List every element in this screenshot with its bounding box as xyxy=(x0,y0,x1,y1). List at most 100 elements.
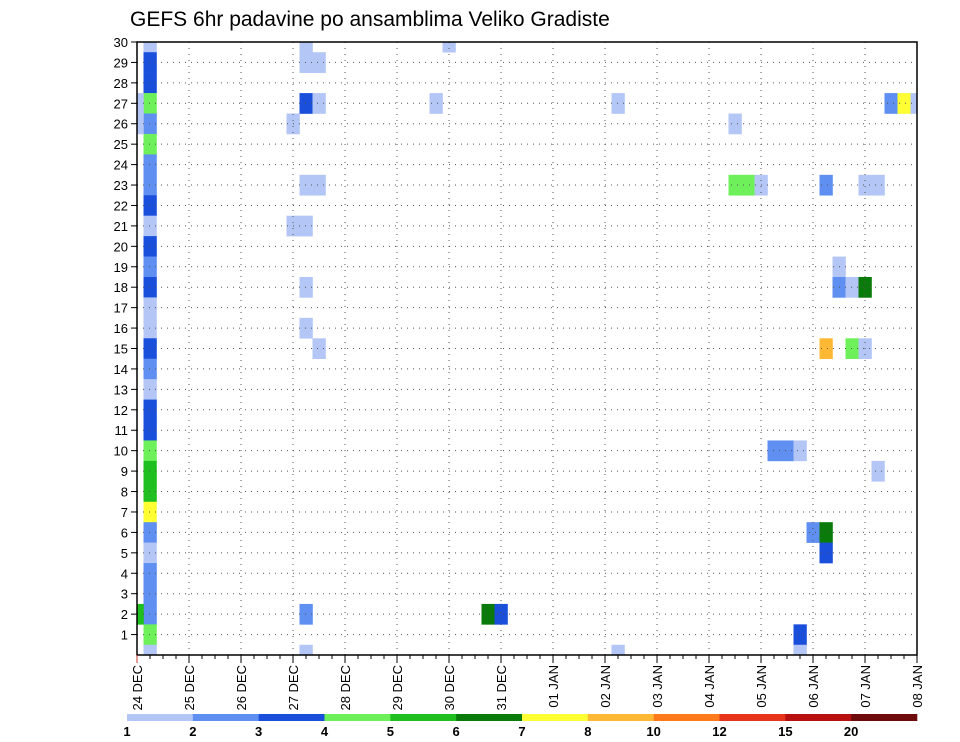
y-tick-label: 2 xyxy=(121,607,128,622)
heatmap-cell xyxy=(143,460,157,482)
colorbar-label: 15 xyxy=(778,724,792,739)
heatmap-cell xyxy=(143,358,157,380)
y-tick-label: 14 xyxy=(114,362,128,377)
y-tick-label: 27 xyxy=(114,96,128,111)
heatmap-cell xyxy=(299,42,313,53)
heatmap-cell xyxy=(819,542,833,564)
y-tick-label: 15 xyxy=(114,342,128,357)
heatmap-cell xyxy=(143,440,157,462)
x-tick-label: 03 JAN xyxy=(650,665,665,708)
heatmap-cell xyxy=(897,93,911,114)
heatmap-cell xyxy=(299,644,313,656)
heatmap-cell xyxy=(871,460,885,482)
colorbar-segment xyxy=(653,714,720,721)
colorbar-segment xyxy=(127,714,194,721)
heatmap-cell xyxy=(143,42,157,53)
heatmap-cell xyxy=(143,236,157,257)
y-tick-label: 19 xyxy=(114,260,128,275)
x-tick-label: 31 DEC xyxy=(494,665,509,711)
heatmap-cell xyxy=(137,603,144,625)
colorbar-label: 7 xyxy=(518,724,525,739)
colorbar-segment xyxy=(522,714,589,721)
heatmap-cell xyxy=(728,113,742,135)
heatmap-cell xyxy=(143,133,157,155)
heatmap-cell xyxy=(143,583,157,605)
heatmap-cell xyxy=(143,93,157,114)
x-axis: 24 DEC 25 DEC 26 DEC 27 DEC 28 DEC 29 DEC 30 D… xyxy=(130,655,925,711)
colorbar-label: 10 xyxy=(646,724,660,739)
heatmap-cell xyxy=(143,256,157,278)
heatmap-cell xyxy=(845,276,859,298)
heatmap-cell xyxy=(429,93,443,114)
heatmap-cell xyxy=(143,276,157,298)
heatmap-cell xyxy=(143,154,157,176)
heatmap-cell xyxy=(143,338,157,360)
colorbar-label: 2 xyxy=(189,724,196,739)
y-tick-label: 1 xyxy=(121,628,128,643)
x-tick-label: 28 DEC xyxy=(338,665,353,711)
heatmap-cell xyxy=(793,440,807,462)
heatmap-cell xyxy=(728,174,742,196)
y-tick-label: 13 xyxy=(114,382,128,397)
colorbar-label: 3 xyxy=(255,724,262,739)
heatmap-cell xyxy=(312,93,326,114)
y-tick-label: 8 xyxy=(121,485,128,500)
colorbar-segment xyxy=(192,714,259,721)
heatmap-cell xyxy=(858,276,872,298)
y-axis: 1234567891011121314151617181920212223242… xyxy=(114,35,137,643)
heatmap-cell xyxy=(780,440,794,462)
heatmap-cell xyxy=(611,644,625,656)
heatmap-cell xyxy=(143,195,157,216)
heatmap-cell xyxy=(143,644,157,656)
x-tick-label: 25 DEC xyxy=(182,665,197,711)
heatmap-cell xyxy=(312,338,326,360)
y-tick-label: 5 xyxy=(121,546,128,561)
colorbar: 1 2 3 4 5 6 7 8 10 12 15 20 xyxy=(123,714,918,739)
heatmap-cell xyxy=(611,93,625,114)
heatmap-cell xyxy=(312,52,326,73)
heatmap-cell xyxy=(143,481,157,503)
colorbar-label: 20 xyxy=(844,724,858,739)
y-tick-label: 3 xyxy=(121,587,128,602)
colorbar-segment xyxy=(785,714,852,721)
y-tick-label: 12 xyxy=(114,403,128,418)
y-tick-label: 17 xyxy=(114,301,128,316)
heatmap-cell xyxy=(143,420,157,441)
heatmap-cell xyxy=(767,440,781,462)
heatmap-cell xyxy=(871,174,885,196)
colorbar-segment xyxy=(719,714,786,721)
y-tick-label: 24 xyxy=(114,158,128,173)
x-tick-label: 05 JAN xyxy=(754,665,769,708)
heatmap-cell xyxy=(143,399,157,421)
heatmap-cell xyxy=(299,276,313,298)
y-tick-label: 6 xyxy=(121,525,128,540)
grid-lines xyxy=(137,42,917,655)
heatmap-cell xyxy=(143,542,157,564)
heatmap-cell xyxy=(793,624,807,646)
colorbar-label: 8 xyxy=(584,724,591,739)
colorbar-segment xyxy=(456,714,523,721)
y-tick-label: 4 xyxy=(121,566,128,581)
heatmap-cell xyxy=(143,297,157,319)
heatmap-cell xyxy=(793,644,807,656)
colorbar-label: 6 xyxy=(453,724,460,739)
heatmap-cell xyxy=(143,215,157,237)
x-tick-label: 24 DEC xyxy=(130,665,145,711)
heatmap-cell xyxy=(143,603,157,625)
y-tick-label: 10 xyxy=(114,444,128,459)
heatmap-cell xyxy=(884,93,898,114)
y-tick-label: 26 xyxy=(114,117,128,132)
colorbar-segment xyxy=(851,714,918,721)
y-tick-label: 18 xyxy=(114,280,128,295)
heatmap-cell xyxy=(299,174,313,196)
y-tick-label: 28 xyxy=(114,76,128,91)
heatmap-cell xyxy=(143,563,157,584)
heatmap-cell xyxy=(481,603,495,625)
heatmap-cell xyxy=(299,215,313,237)
heatmap-cell xyxy=(819,174,833,196)
y-tick-label: 30 xyxy=(114,35,128,50)
heatmap-cell xyxy=(143,522,157,543)
y-tick-label: 11 xyxy=(115,423,129,438)
x-tick-label: 30 DEC xyxy=(442,665,457,711)
